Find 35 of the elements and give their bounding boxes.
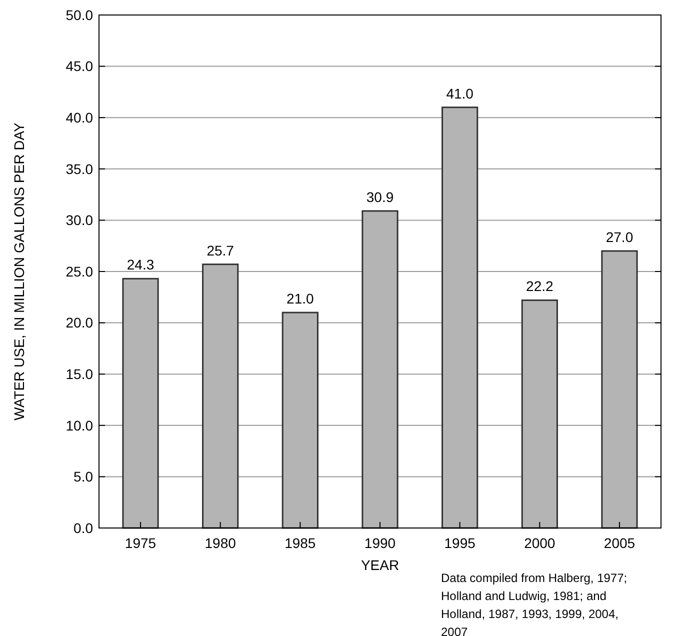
y-tick-label: 5.0 — [74, 468, 94, 485]
bar — [442, 106, 478, 529]
data-label: 22.2 — [526, 278, 554, 294]
y-tick-label: 25.0 — [66, 263, 94, 280]
x-tick-label: 1990 — [364, 535, 396, 551]
y-tick-label: 50.0 — [66, 6, 94, 23]
y-tick-label: 30.0 — [66, 212, 94, 228]
x-tick-label: 1975 — [124, 535, 156, 551]
data-label: 27.0 — [606, 228, 634, 245]
x-tick-label: 1980 — [204, 535, 236, 551]
data-label: 24.3 — [126, 256, 154, 273]
bar — [122, 278, 159, 529]
bar — [521, 299, 558, 529]
bar — [362, 210, 398, 529]
x-axis-title: YEAR — [360, 557, 400, 573]
x-tick-label: 2000 — [524, 535, 556, 551]
y-tick-label: 0.0 — [74, 520, 94, 536]
x-tick-label: 1985 — [284, 535, 316, 551]
bar — [202, 264, 239, 529]
y-tick-label: 15.0 — [66, 366, 94, 382]
data-label: 30.9 — [366, 188, 394, 205]
y-tick-label: 20.0 — [66, 314, 94, 331]
y-tick-label: 35.0 — [66, 160, 94, 177]
x-tick-label: 1995 — [444, 535, 476, 551]
y-axis-title: WATER USE, IN MILLION GALLONS PER DAY — [11, 122, 27, 420]
y-tick-label: 45.0 — [66, 58, 94, 74]
bar — [282, 312, 318, 529]
y-tick-label: 40.0 — [66, 110, 94, 126]
y-tick-label: 10.0 — [66, 417, 94, 434]
data-label: 25.7 — [206, 242, 234, 258]
data-label: 21.0 — [286, 290, 314, 307]
x-tick-label: 2005 — [604, 535, 636, 551]
data-label: 41.0 — [446, 85, 474, 102]
bar — [601, 250, 638, 529]
text: Data compiled from Halberg, 1977; Holland and Ludwig, 1981; and Holland, 1987, 1993, 1999, 2004, 2007 — [441, 571, 628, 636]
